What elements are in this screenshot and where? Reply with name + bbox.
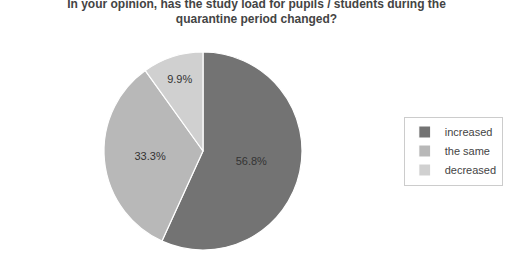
svg-text:56.8%: 56.8% — [236, 155, 267, 167]
svg-text:increased: increased — [445, 126, 493, 138]
svg-text:In your opinion, has the study: In your opinion, has the study load for … — [67, 0, 446, 26]
svg-text:decreased: decreased — [445, 164, 496, 176]
svg-text:9.9%: 9.9% — [167, 73, 192, 85]
svg-text:the same: the same — [445, 145, 490, 157]
svg-text:33.3%: 33.3% — [134, 150, 165, 162]
